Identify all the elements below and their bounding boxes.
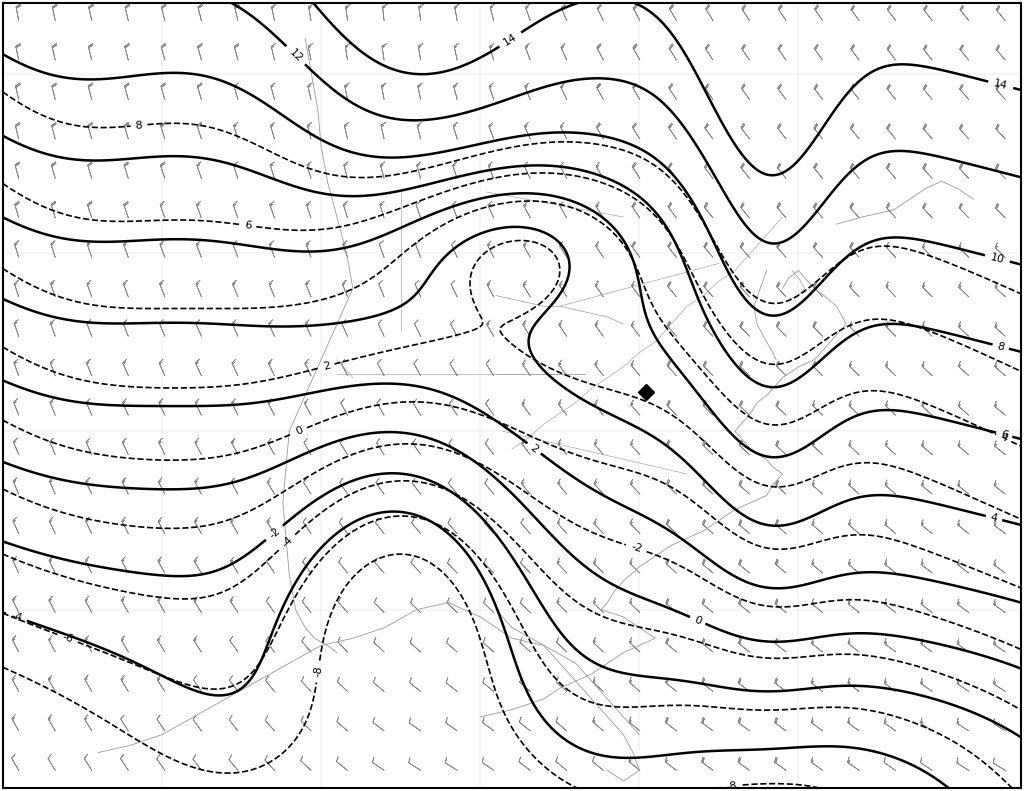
Text: 0: 0 [692, 615, 702, 626]
Text: 8: 8 [135, 120, 143, 131]
Text: -2: -2 [630, 542, 643, 554]
Text: 2: 2 [528, 442, 540, 455]
Text: 4: 4 [989, 513, 998, 524]
Text: 14: 14 [992, 78, 1009, 92]
Text: -8: -8 [726, 781, 738, 791]
Text: -4: -4 [280, 535, 295, 550]
Text: 2: 2 [322, 361, 331, 372]
Text: -8: -8 [312, 665, 324, 678]
Text: 6: 6 [244, 220, 252, 231]
Text: 6: 6 [999, 429, 1009, 441]
Text: 10: 10 [989, 252, 1006, 265]
Text: 0: 0 [294, 425, 304, 437]
Text: -2: -2 [267, 525, 282, 540]
Text: 12: 12 [287, 47, 304, 64]
Text: -6: -6 [60, 632, 75, 645]
Text: 8: 8 [996, 341, 1006, 352]
Text: 14: 14 [502, 32, 519, 47]
Text: 4: 4 [998, 432, 1009, 444]
Text: -4: -4 [9, 611, 24, 624]
